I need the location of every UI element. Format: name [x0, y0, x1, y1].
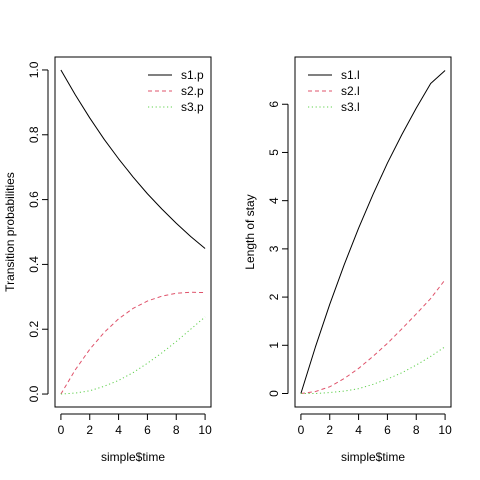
y-tick-label: 0.0 [27, 385, 41, 402]
y-tick-label: 1 [267, 342, 281, 349]
y-tick-label: 6 [267, 101, 281, 108]
y-tick-label: 0.8 [27, 126, 41, 143]
x-tick-label: 8 [173, 423, 180, 437]
y-tick-label: 5 [267, 149, 281, 156]
series-line-s1-p [60, 69, 206, 249]
legend: s1.p s2.p s3.p [148, 68, 204, 114]
x-tick-label: 4 [115, 423, 122, 437]
legend: s1.l s2.l s3.l [308, 68, 360, 114]
y-tick-label: 0 [267, 390, 281, 397]
series-line-s1-l [300, 70, 446, 394]
x-tick-label: 2 [326, 423, 333, 437]
y-tick-label: 1.0 [27, 61, 41, 78]
series-line-s2-l [300, 279, 446, 394]
legend-label: s3.l [341, 100, 360, 114]
x-tick-label: 2 [86, 423, 93, 437]
plot-frame [294, 56, 452, 408]
x-tick-label: 8 [413, 423, 420, 437]
x-tick-label: 10 [198, 423, 212, 437]
x-tick-label: 0 [58, 423, 65, 437]
legend-label: s1.p [181, 68, 204, 82]
x-tick-label: 4 [355, 423, 362, 437]
series-line-s3-l [300, 346, 446, 394]
x-tick-label: 0 [298, 423, 305, 437]
x-axis-label: simple$time [101, 450, 165, 464]
x-axis-label: simple$time [341, 450, 405, 464]
y-tick-label: 0.6 [27, 191, 41, 208]
y-tick-label: 0.4 [27, 256, 41, 273]
chart-panel-1: 0 2 4 6 8 10 0.0 0.2 0.4 0.6 0.8 1.0 simple$time Tran… [3, 56, 212, 464]
x-tick-label: 6 [144, 423, 151, 437]
chart-panel-2: 0 2 4 6 8 10 0 1 2 3 4 5 6 simple$time Length of stay s… [243, 56, 452, 464]
y-tick-label: 0.2 [27, 321, 41, 338]
legend-label: s3.p [181, 100, 204, 114]
y-tick-label: 2 [267, 293, 281, 300]
series-line-s3-p [60, 316, 206, 395]
y-axis-label: Transition probabilities [3, 172, 17, 292]
legend-label: s2.p [181, 84, 204, 98]
series-line-s2-p [60, 291, 206, 395]
legend-label: s1.l [341, 68, 360, 82]
y-tick-label: 4 [267, 197, 281, 204]
y-axis-label: Length of stay [243, 194, 257, 269]
y-tick-label: 3 [267, 245, 281, 252]
x-tick-label: 10 [438, 423, 452, 437]
legend-label: s2.l [341, 84, 360, 98]
plot-frame [54, 56, 212, 408]
x-tick-label: 6 [384, 423, 391, 437]
